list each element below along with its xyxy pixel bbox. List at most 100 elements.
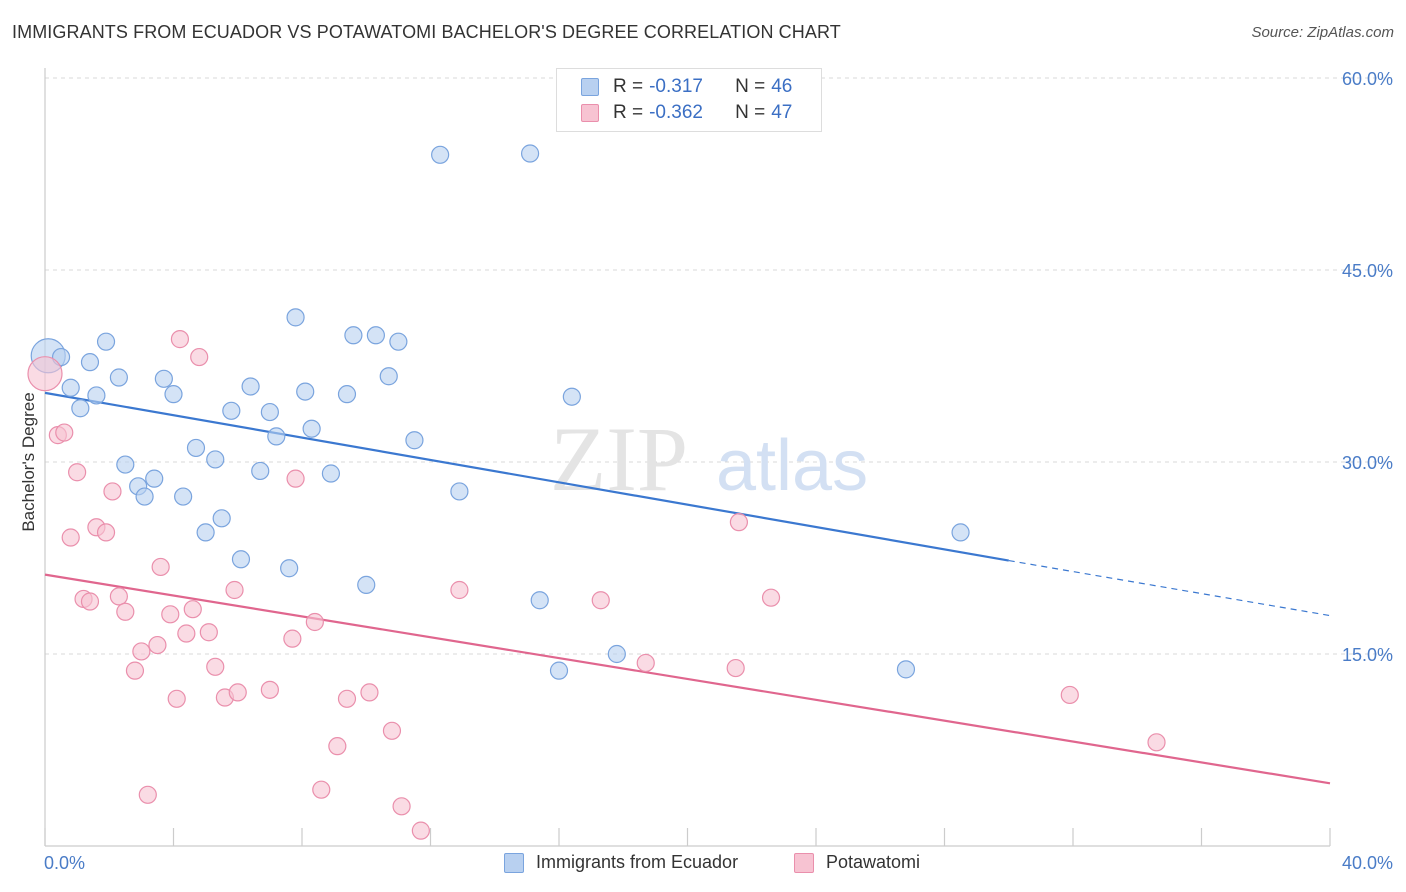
blue-data-point <box>302 419 321 438</box>
blue-data-point <box>186 438 206 458</box>
pink-data-point <box>411 821 430 840</box>
x-tick-label: 0.0% <box>44 853 85 873</box>
pink-data-point <box>450 580 469 600</box>
series-legend-label: Immigrants from Ecuador <box>536 852 739 872</box>
pink-data-point <box>312 780 331 799</box>
legend-n-value: 47 <box>771 102 793 123</box>
blue-data-point <box>135 487 154 506</box>
blue-data-point <box>174 487 193 506</box>
legend-n-label: N = <box>735 76 766 97</box>
pink-data-point <box>61 528 80 547</box>
watermark-zip: ZIP <box>550 408 688 510</box>
pink-trend-line <box>44 573 1331 785</box>
series-swatch-pink <box>794 852 814 873</box>
blue-data-point <box>61 378 80 397</box>
blue-data-point <box>549 661 569 680</box>
pink-data-point <box>228 683 247 702</box>
trend-layer <box>44 391 1331 785</box>
pink-data-point <box>55 423 74 442</box>
blue-data-point <box>607 644 626 664</box>
legend-r-label: R = <box>613 102 644 123</box>
legend-row-blue: R = -0.317 N = 46 <box>581 74 792 100</box>
legend-n-value: 46 <box>771 76 793 97</box>
series-legend-label: Potawatomi <box>826 852 921 872</box>
series-swatch-blue <box>504 852 524 873</box>
blue-data-point <box>530 591 549 610</box>
y-tick-label: 60.0% <box>1342 69 1393 89</box>
pink-data-point <box>80 592 100 611</box>
pink-data-point <box>636 653 655 673</box>
legend-swatch-blue <box>581 78 599 96</box>
pink-data-point <box>360 683 379 702</box>
blue-data-point <box>241 377 260 396</box>
blue-trend-line <box>44 391 1009 562</box>
blue-data-point <box>337 385 357 404</box>
pink-data-point <box>225 580 244 600</box>
blue-data-point <box>145 469 164 488</box>
pink-data-point <box>96 523 116 542</box>
pink-data-point <box>206 657 225 676</box>
pink-data-point <box>286 469 305 488</box>
pink-data-point <box>328 737 347 756</box>
pink-data-point <box>116 602 135 621</box>
pink-data-point <box>761 588 781 607</box>
x-tick-label: 40.0% <box>1342 853 1393 873</box>
blue-data-point <box>286 308 305 327</box>
blue-data-point <box>520 144 540 163</box>
legend-r-value: -0.317 <box>649 76 703 97</box>
blue-data-point <box>116 455 135 474</box>
watermark: ZIP atlas <box>550 408 868 510</box>
blue-data-point <box>431 145 450 164</box>
y-axis-label: Bachelor's Degree <box>19 392 38 531</box>
blue-data-point <box>109 368 128 387</box>
pink-data-point <box>138 785 157 804</box>
pink-data-point <box>190 347 209 367</box>
blue-data-point <box>154 369 173 388</box>
legend-swatch-pink <box>581 104 599 122</box>
pink-data-point <box>1147 733 1166 752</box>
points-layer <box>27 144 1166 840</box>
pink-data-point <box>726 658 745 678</box>
blue-data-point <box>951 523 970 542</box>
pink-data-point <box>132 642 151 661</box>
blue-data-point <box>405 431 424 450</box>
y-tick-label: 15.0% <box>1342 645 1393 665</box>
blue-data-point <box>389 332 408 351</box>
blue-data-point <box>260 402 279 422</box>
blue-data-point <box>296 382 315 401</box>
labels-layer: 15.0% 30.0% 45.0% 60.0% 0.0% 40.0% Bachelor's … <box>19 69 1393 873</box>
blue-data-point <box>366 326 385 345</box>
blue-data-point <box>321 464 341 483</box>
pink-data-point <box>729 513 749 532</box>
correlation-legend: R = -0.317 N = 46 R = -0.362 N = 47 <box>556 68 822 132</box>
legend-r-label: R = <box>613 76 644 97</box>
blue-data-point <box>251 461 270 481</box>
watermark-atlas: atlas <box>716 426 868 506</box>
y-tick-label: 45.0% <box>1342 261 1393 281</box>
blue-data-point <box>164 385 183 404</box>
series-legend: Immigrants from Ecuador Potawatomi <box>0 852 1406 876</box>
pink-data-point <box>109 587 128 606</box>
source-credit: Source: ZipAtlas.com <box>1251 24 1394 41</box>
pink-data-point <box>199 623 218 642</box>
pink-data-point <box>183 600 202 619</box>
blue-data-point <box>212 509 231 528</box>
blue-data-point <box>231 550 251 569</box>
blue-data-point <box>379 367 398 386</box>
pink-data-point <box>392 797 411 816</box>
blue-data-point <box>357 575 376 594</box>
blue-data-point <box>196 523 215 542</box>
y-tick-label: 30.0% <box>1342 453 1393 473</box>
grid-layer <box>45 77 1392 655</box>
blue-data-point <box>280 559 299 578</box>
pink-data-point <box>170 330 190 349</box>
blue-data-point <box>450 482 469 501</box>
pink-data-point <box>260 680 279 699</box>
pink-data-point <box>167 689 186 708</box>
pink-data-point <box>305 612 324 632</box>
pink-data-point <box>151 557 170 577</box>
pink-data-point <box>148 635 167 655</box>
axes-layer <box>44 68 1331 847</box>
pink-data-point <box>177 624 196 643</box>
